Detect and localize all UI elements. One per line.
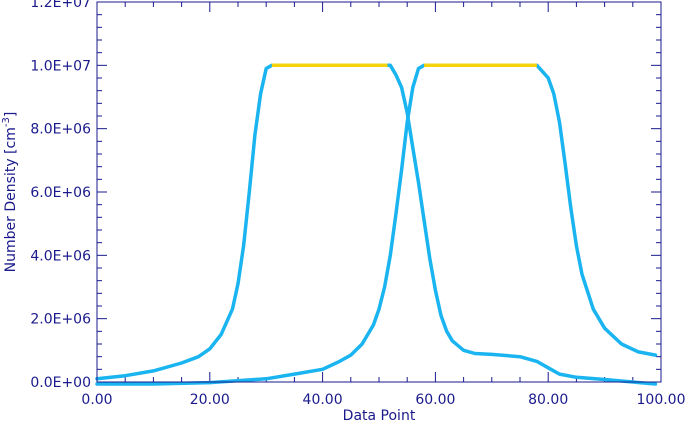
x-tick-label: 100.00: [637, 392, 686, 408]
y-tick-label: 4.0E+06: [30, 248, 91, 264]
y-tick-label: 1.0E+07: [30, 58, 91, 74]
y-tick-label: 0.0E+00: [30, 375, 91, 391]
series-line-1: [95, 63, 658, 386]
y-axis-label-superscript: -3: [1, 117, 12, 127]
series-line-2: [95, 63, 658, 386]
x-tick-label: 60.00: [415, 392, 455, 408]
y-tick-label: 6.0E+06: [30, 185, 91, 201]
axis-ticks: [96, 1, 662, 383]
series-layer: [95, 63, 658, 386]
y-tick-label: 2.0E+06: [30, 312, 91, 328]
x-axis-label: Data Point: [343, 408, 416, 424]
x-tick-label: 80.00: [528, 392, 568, 408]
x-tick-label: 40.00: [303, 392, 343, 408]
tick-labels: 0.00 20.00 40.00 60.00 80.00 100.00 0.0E+00 2.0…: [30, 0, 685, 408]
y-tick-label: 8.0E+06: [30, 122, 91, 138]
y-axis-label: Number Density [cm-3]: [1, 112, 19, 273]
y-tick-label: 1.2E+07: [30, 0, 91, 11]
y-axis-label-main: Number Density [cm: [3, 127, 19, 272]
y-axis-label-end: ]: [3, 112, 19, 117]
plot-frame: [96, 1, 662, 383]
x-tick-label: 0.00: [81, 392, 112, 408]
x-tick-label: 20.00: [190, 392, 230, 408]
